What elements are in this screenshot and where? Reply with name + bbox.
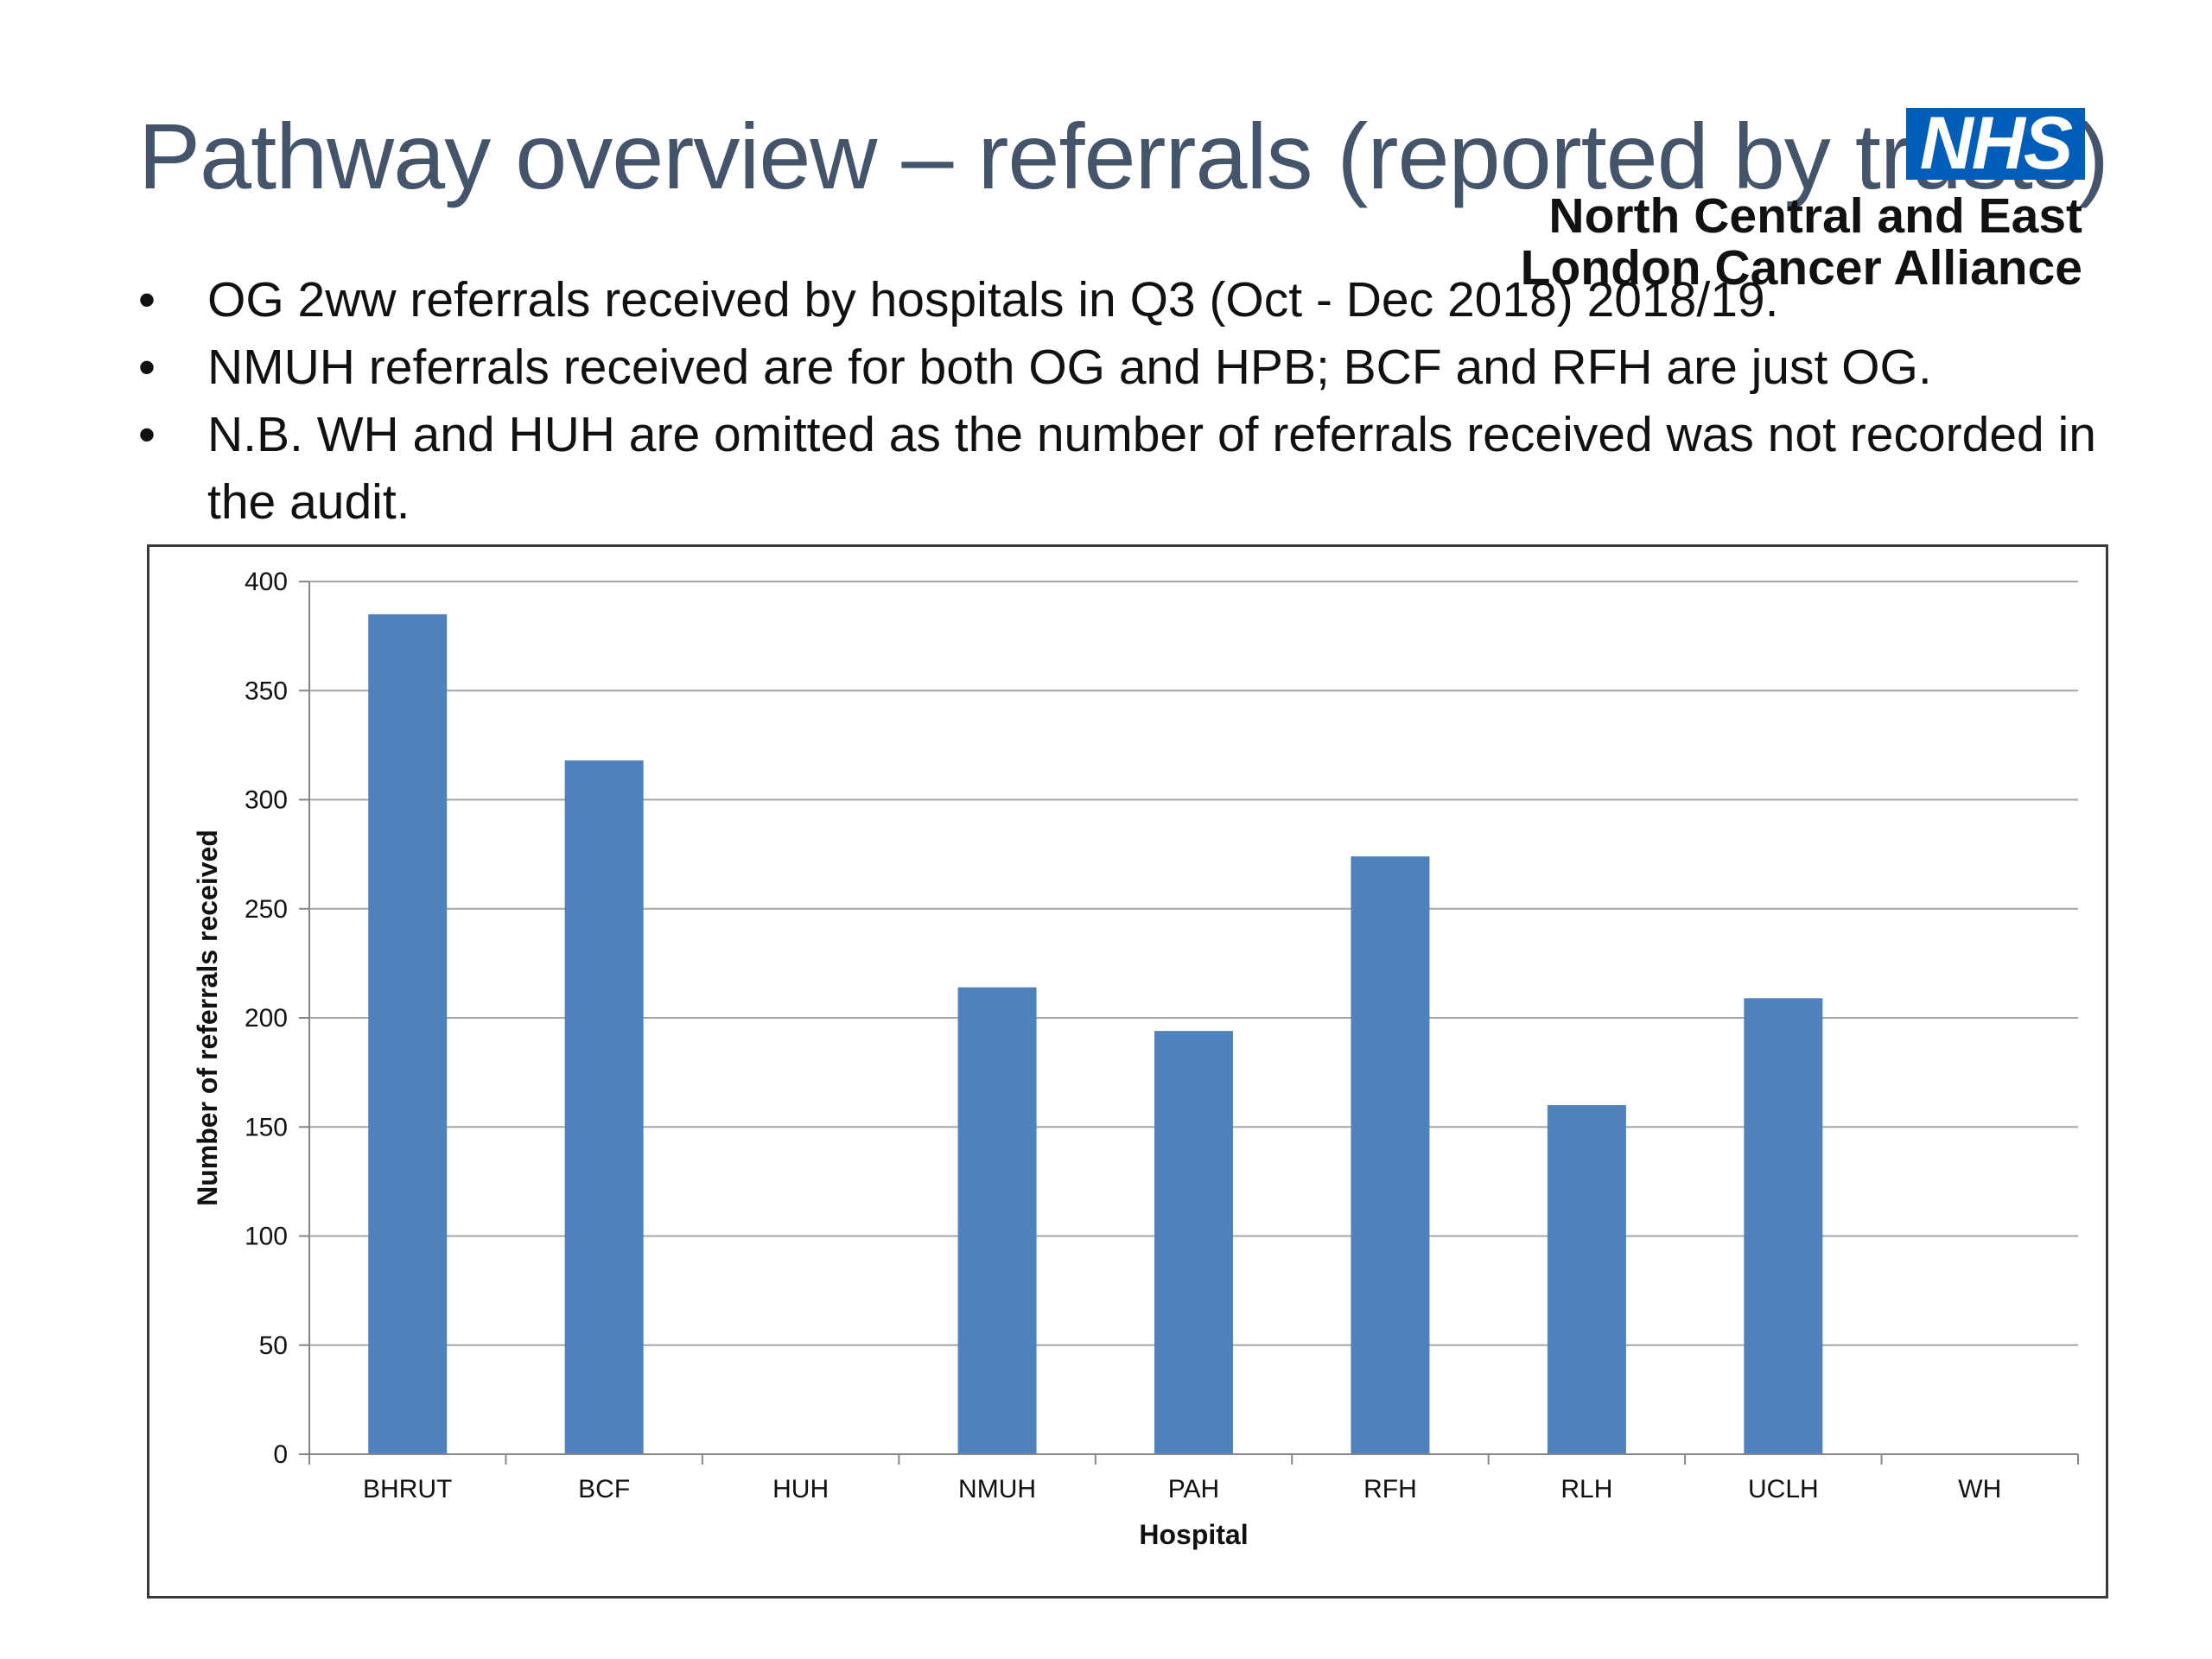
x-tick-label: UCLH — [1748, 1475, 1819, 1503]
x-tick-label: NMUH — [958, 1475, 1036, 1503]
bullet-list: OG 2ww referrals received by hospitals i… — [138, 266, 2126, 536]
axes — [299, 581, 2079, 1465]
bar-bhrut — [368, 613, 448, 1454]
y-tick-label: 50 — [259, 1332, 288, 1360]
nhs-logo: NHS — [1906, 106, 2085, 181]
chart-frame: 0 50 100 150 200 250 300 350 400 BHRUT BCF HUH NMUH P… — [147, 544, 2108, 1599]
bullet-item: N.B. WH and HUH are omitted as the numbe… — [138, 401, 2126, 536]
bar-rfh — [1351, 856, 1430, 1454]
y-tick-label: 350 — [245, 677, 288, 705]
organisation-name-line-1: North Central and East — [1548, 188, 2082, 244]
bar-rlh — [1547, 1105, 1626, 1454]
x-tick-label: HUH — [772, 1475, 829, 1503]
x-tick-label: PAH — [1168, 1475, 1219, 1503]
y-axis-title: Number of referrals received — [192, 830, 223, 1206]
x-tick-label: BHRUT — [363, 1475, 452, 1503]
y-tick-label: 300 — [245, 786, 288, 815]
x-tick-label: WH — [1958, 1475, 2001, 1503]
bar-nmuh — [957, 987, 1037, 1454]
bar-pah — [1154, 1031, 1233, 1454]
y-tick-label: 200 — [245, 1004, 288, 1033]
bar-bcf — [564, 760, 644, 1454]
bullet-item: NMUH referrals received are for both OG … — [138, 334, 2126, 401]
y-tick-label: 400 — [245, 568, 288, 596]
bar-uclh — [1744, 998, 1823, 1454]
slide-title: Pathway overview – referrals (reported b… — [138, 104, 2109, 208]
y-tick-label: 250 — [245, 895, 288, 924]
x-axis-title: Hospital — [1139, 1519, 1248, 1550]
bars — [368, 613, 1823, 1454]
referrals-bar-chart: 0 50 100 150 200 250 300 350 400 BHRUT BCF HUH NMUH P… — [192, 568, 2079, 1550]
y-tick-label: 150 — [245, 1113, 288, 1141]
y-tick-label: 100 — [245, 1223, 288, 1251]
tick-labels: 0 50 100 150 200 250 300 350 400 BHRUT BCF HUH NMUH P… — [245, 568, 2001, 1503]
x-tick-label: BCF — [578, 1475, 630, 1503]
y-tick-label: 0 — [273, 1440, 288, 1469]
x-tick-label: RLH — [1560, 1475, 1612, 1503]
bullet-item: OG 2ww referrals received by hospitals i… — [138, 266, 2126, 334]
x-tick-label: RFH — [1363, 1475, 1417, 1503]
